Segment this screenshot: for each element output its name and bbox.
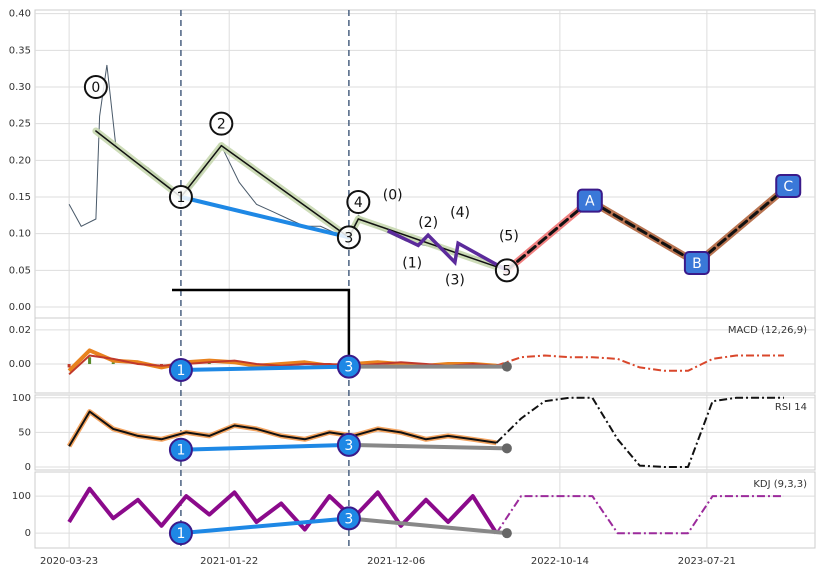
y-tick-label: 0.05 (9, 265, 31, 276)
divergence-end (501, 528, 512, 539)
y-tick-label: 0 (25, 528, 31, 539)
wave-label: 4 (354, 195, 363, 211)
indicator-line (68, 410, 497, 447)
panel-label: KDJ (9,3,3) (753, 479, 807, 490)
indicator-line (67, 486, 499, 535)
wave-box (576, 188, 603, 213)
wave-circle (494, 258, 519, 283)
indicator-line (68, 354, 497, 376)
wave-circle (168, 185, 193, 209)
divergence-circle (168, 521, 193, 546)
divergence-circle (336, 506, 361, 531)
subwave-label: (4) (450, 205, 470, 221)
panel-label: MACD (12,26,9) (728, 325, 807, 336)
divergence-label: 1 (176, 526, 185, 542)
y-tick-label: 0.40 (9, 9, 31, 20)
wave-label: B (692, 256, 702, 272)
y-tick-label: 0.00 (9, 359, 31, 370)
indicator-line (495, 495, 784, 535)
panel (34, 471, 816, 549)
wave-box (683, 251, 710, 275)
y-tick-label: 0.25 (9, 119, 31, 130)
wave-line (95, 130, 182, 198)
divergence-label: 3 (344, 511, 353, 527)
x-tick-label: 2022-10-14 (531, 556, 589, 567)
divergence-label: 1 (176, 443, 185, 459)
x-tick-label: 2020-03-23 (40, 556, 98, 567)
wave-box (775, 174, 802, 198)
wave-label: 2 (217, 117, 226, 133)
wave-circle (209, 111, 234, 136)
subwave-label: (1) (402, 255, 422, 271)
wave-circle (346, 190, 371, 214)
histogram-bar (111, 362, 115, 365)
wave-line (220, 144, 350, 239)
subwave-label: (0) (383, 188, 403, 204)
divergence-line (180, 364, 349, 372)
inset-connector (172, 288, 351, 365)
wave-label: C (783, 179, 793, 195)
forecast-line (588, 199, 699, 265)
divergence-label: 1 (176, 363, 185, 379)
wave-trend (178, 195, 351, 240)
subwave-label: (5) (499, 228, 519, 244)
wave-label: A (585, 194, 595, 210)
histogram-bar (88, 357, 92, 365)
panel-label: RSI 14 (775, 402, 807, 413)
y-tick-label: 100 (12, 491, 31, 502)
forecast-line (505, 199, 592, 272)
divergence-circle (168, 357, 193, 382)
histogram-bar (67, 364, 71, 368)
wave-label: 1 (176, 190, 185, 206)
divergence-circle (336, 354, 361, 379)
y-tick-label: 0 (25, 462, 31, 473)
y-tick-label: 0.15 (9, 192, 31, 203)
divergence-end (501, 443, 512, 454)
y-tick-label: 0.35 (9, 45, 31, 56)
divergence-label: 3 (344, 438, 353, 454)
y-tick-label: 100 (12, 393, 31, 404)
divergence-line (348, 442, 507, 451)
wave-label: 3 (344, 230, 353, 246)
wave-label: 0 (91, 80, 100, 96)
wave-label: 5 (502, 263, 511, 279)
x-tick-label: 2023-07-21 (678, 556, 736, 567)
divergence-end (501, 361, 512, 372)
divergence-circle (336, 432, 361, 457)
y-tick-label: 0.20 (9, 155, 31, 166)
wave-circle (336, 225, 361, 250)
subwave-label: (2) (418, 215, 438, 231)
divergence-line (180, 516, 350, 536)
x-tick-label: 2021-12-06 (367, 556, 425, 567)
wave-line (357, 218, 508, 272)
divergence-label: 3 (344, 360, 353, 376)
y-tick-label: 0.30 (9, 82, 31, 93)
y-tick-label: 0.02 (9, 325, 31, 336)
wave-circle (83, 75, 108, 99)
divergence-circle (168, 437, 193, 462)
y-tick-label: 0.00 (9, 302, 31, 313)
forecast-line (695, 184, 790, 265)
subwave-label: (3) (445, 272, 465, 288)
panel (34, 317, 816, 394)
x-tick-label: 2021-01-22 (200, 556, 258, 567)
subwave-line (386, 229, 508, 272)
indicator-line (495, 396, 784, 468)
divergence-line (180, 442, 349, 452)
y-tick-label: 50 (18, 427, 31, 438)
divergence-line (348, 516, 508, 536)
y-tick-label: 0.10 (9, 229, 31, 240)
indicator-line (496, 354, 784, 372)
